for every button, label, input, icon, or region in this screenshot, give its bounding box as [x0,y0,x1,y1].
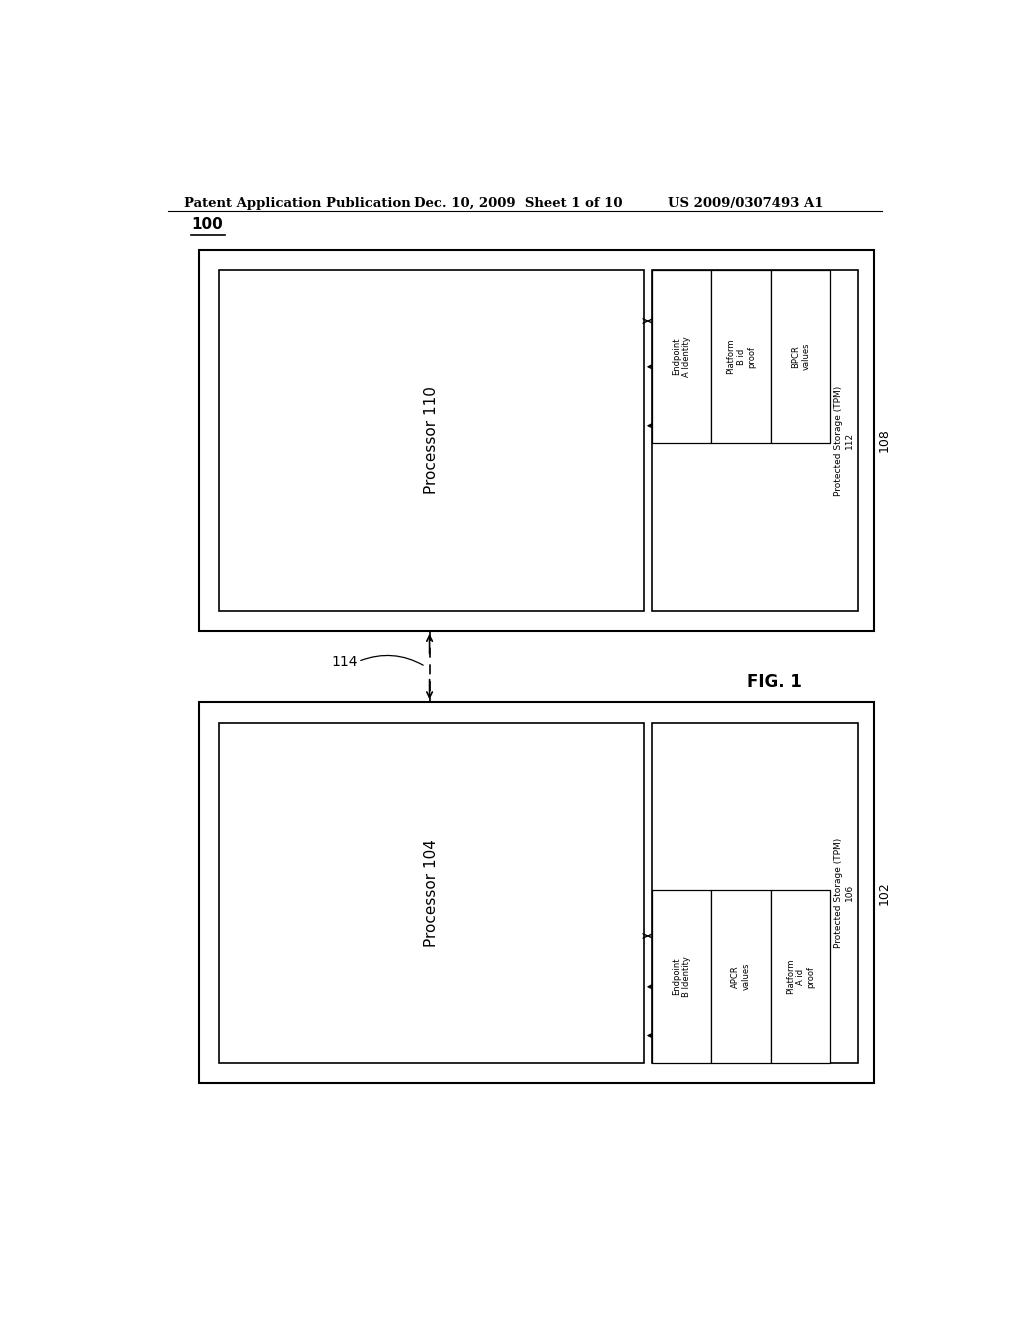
Text: Processor 104: Processor 104 [424,838,439,946]
Text: Processor 110: Processor 110 [424,387,439,495]
Text: Endpoint
A Identity: Endpoint A Identity [672,337,691,378]
Text: Protected Storage (TPM)
106: Protected Storage (TPM) 106 [835,838,854,948]
Bar [712,271,771,444]
Text: US 2009/0307493 A1: US 2009/0307493 A1 [668,197,823,210]
Bar [652,271,712,444]
Bar [771,890,830,1063]
Text: Patent Application Publication: Patent Application Publication [183,197,411,210]
Text: 102: 102 [878,880,891,904]
Bar [652,722,858,1063]
Bar [219,271,644,611]
Text: Dec. 10, 2009  Sheet 1 of 10: Dec. 10, 2009 Sheet 1 of 10 [414,197,623,210]
Text: 108: 108 [878,429,891,453]
Bar [652,271,858,611]
Bar [219,722,644,1063]
Text: FIG. 1: FIG. 1 [748,673,802,690]
Text: APCR
values: APCR values [731,962,751,990]
Bar [771,271,830,444]
Bar [712,890,771,1063]
Text: Platform
B id
proof: Platform B id proof [726,339,756,375]
Text: 100: 100 [191,216,223,231]
Bar [200,249,873,631]
Bar [200,702,873,1084]
Text: 114: 114 [332,655,358,668]
Text: BPCR
values: BPCR values [791,343,810,371]
Text: Platform
A id
proof: Platform A id proof [785,958,815,994]
Text: Protected Storage (TPM)
112: Protected Storage (TPM) 112 [835,385,854,495]
Bar [652,890,712,1063]
Text: Endpoint
B Identity: Endpoint B Identity [672,956,691,997]
